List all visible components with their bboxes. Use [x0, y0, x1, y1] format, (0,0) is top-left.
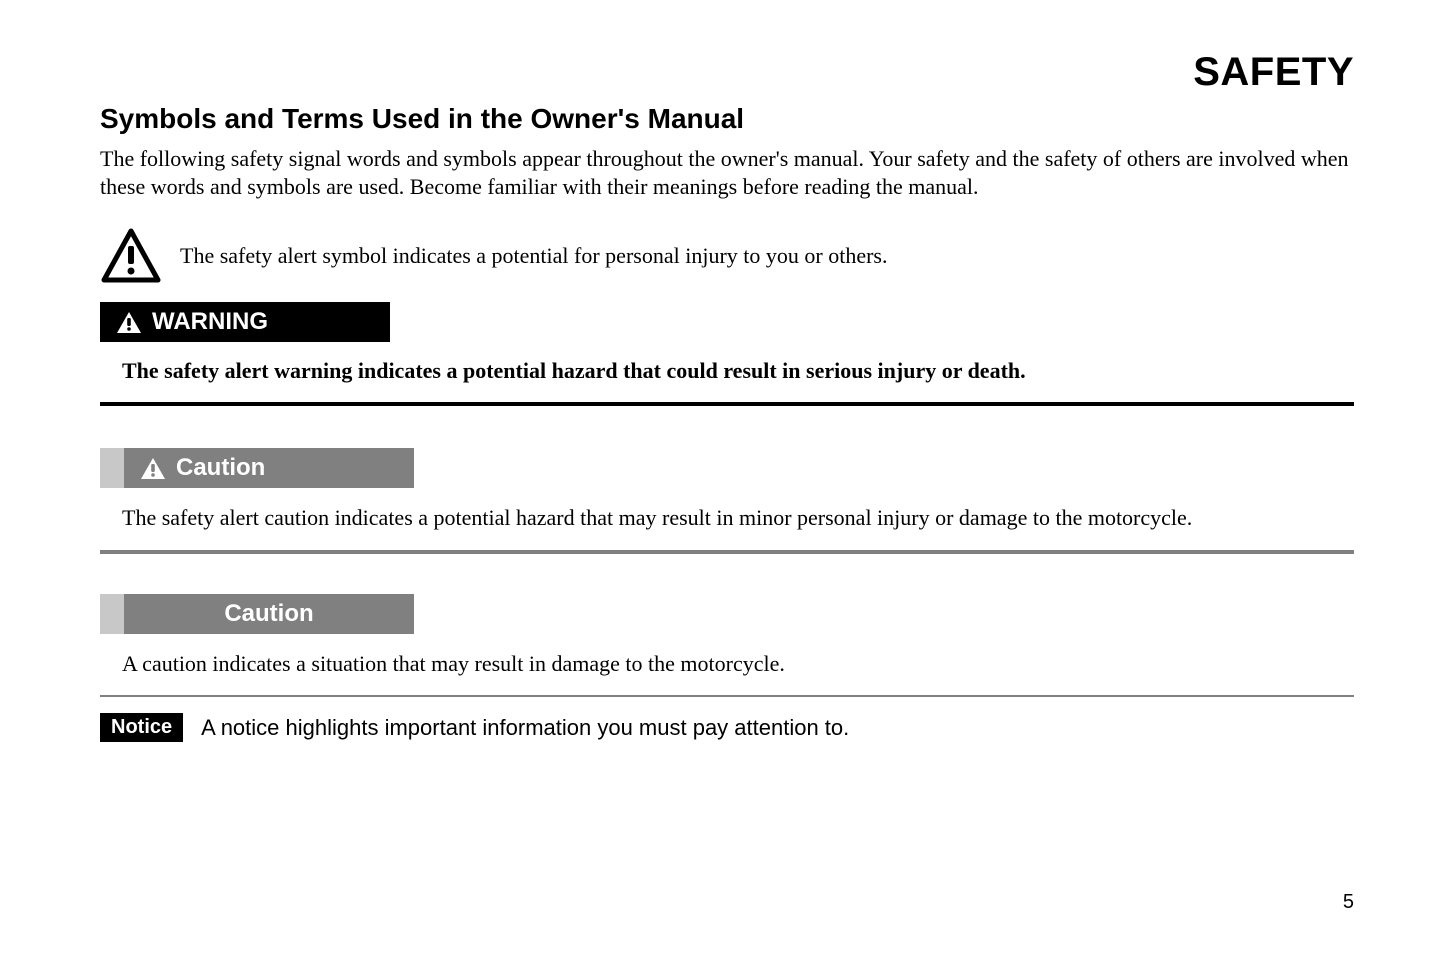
caution-block: Caution A caution indicates a situation … — [100, 594, 1354, 698]
page-number: 5 — [1343, 891, 1354, 914]
warning-label-text: WARNING — [152, 308, 268, 336]
page-header: SAFETY — [100, 50, 1354, 95]
caution-alert-body-text: The safety alert caution indicates a pot… — [100, 504, 1354, 532]
caution-alert-label-text: Caution — [176, 454, 265, 482]
caution-alert-label-bar: Caution — [124, 448, 414, 488]
intro-text: The following safety signal words and sy… — [100, 145, 1354, 200]
notice-badge: Notice — [100, 713, 183, 742]
notice-row: Notice A notice highlights important inf… — [100, 713, 1354, 742]
section-title: Symbols and Terms Used in the Owner's Ma… — [100, 103, 1354, 135]
caution-label-text: Caution — [224, 600, 313, 628]
caution-label-bar: Caution — [124, 594, 414, 634]
caution-alert-block: Caution The safety alert caution indicat… — [100, 448, 1354, 554]
caution-body-text: A caution indicates a situation that may… — [100, 650, 1354, 678]
notice-text: A notice highlights important informatio… — [201, 715, 849, 741]
warning-label-bar: WARNING — [100, 302, 390, 342]
warning-body-text: The safety alert warning indicates a pot… — [100, 358, 1354, 384]
alert-symbol-text: The safety alert symbol indicates a pote… — [180, 243, 887, 269]
warning-block: WARNING The safety alert warning indicat… — [100, 302, 1354, 406]
caution-triangle-icon — [140, 457, 166, 480]
alert-triangle-icon — [100, 228, 162, 284]
warning-triangle-icon — [116, 311, 142, 334]
alert-symbol-row: The safety alert symbol indicates a pote… — [100, 228, 1354, 284]
